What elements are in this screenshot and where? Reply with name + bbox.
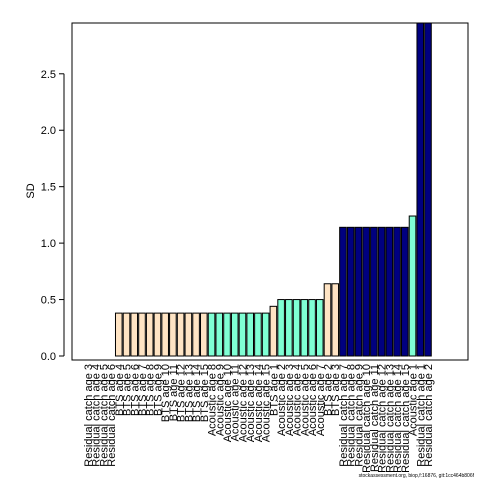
x-tick-label: Residual catch age 7: [338, 364, 350, 467]
bar: [223, 312, 231, 357]
bar: [354, 226, 363, 357]
bar: [385, 226, 394, 357]
bar: [300, 299, 309, 357]
y-tick-label: 2.0: [41, 125, 56, 137]
x-tick-label: BTS age 8: [145, 364, 157, 416]
bar: [416, 22, 425, 357]
bar: [200, 312, 208, 357]
x-tick-label: BTS age 5: [122, 364, 134, 416]
x-tick-label: Residual catch age 1: [415, 364, 427, 467]
bar: [308, 299, 316, 357]
bar: [207, 312, 216, 357]
x-tick-label: Acoustic age 6: [307, 364, 319, 436]
bar: [192, 312, 200, 357]
x-tick-label: Acoustic age 12: [237, 364, 249, 442]
bar: [254, 312, 262, 357]
x-tick-label: Residual catch age 2: [423, 364, 435, 467]
bar: [401, 226, 409, 357]
bar: [339, 226, 347, 357]
bar: [269, 305, 278, 357]
x-tick-label: Acoustic age 2: [276, 364, 288, 436]
x-tick-label: BTS age 2: [323, 364, 335, 416]
x-tick-label: Acoustic age 13: [245, 364, 257, 442]
x-tick-label: Acoustic age 11: [230, 364, 242, 441]
x-tick-label: BTS age 11: [168, 364, 180, 421]
x-tick-label: Residual catch age 12: [377, 364, 389, 473]
bar: [285, 299, 293, 357]
plot-frame: [71, 22, 469, 361]
x-tick-label: BTS age 12: [176, 364, 188, 422]
bar: [122, 312, 131, 357]
x-tick-label: Acoustic age 1: [408, 364, 420, 436]
footer-text: stockassessment.org, biop,f:16876, git:1…: [359, 473, 475, 479]
bars-group: [114, 22, 432, 357]
x-tick-label: Acoustic age 7: [315, 364, 327, 436]
x-tick-label: Residual catch age 15: [400, 364, 412, 473]
bar: [215, 312, 224, 357]
bar: [292, 299, 301, 357]
bar: [323, 283, 332, 357]
bar: [130, 312, 139, 357]
x-tick-label: Residual catch age 3: [83, 364, 95, 467]
x-tick-label: BTS age 1: [268, 364, 280, 416]
bar: [393, 226, 401, 357]
bar: [277, 299, 285, 357]
x-tick-label: Acoustic age 8: [207, 364, 219, 436]
x-tick-label: Residual catch age 6: [106, 364, 118, 467]
x-tick-label: BTS age 3: [330, 364, 342, 416]
bar: [370, 226, 378, 357]
x-tick-label: Residual catch age 11: [369, 364, 381, 472]
bar: [346, 226, 355, 357]
x-tick-label: BTS age 6: [129, 364, 141, 416]
bar: [408, 215, 417, 357]
y-tick-label: 1.0: [41, 238, 56, 250]
bar: [161, 312, 169, 357]
x-tick-label: BTS age 13: [183, 364, 195, 422]
bar: [362, 226, 370, 357]
y-tick-label: 0.5: [41, 295, 56, 307]
x-tick-label: Residual catch age 10: [361, 364, 373, 473]
y-tick-label: 0.0: [41, 351, 56, 363]
x-tick-label: Acoustic age 14: [253, 364, 265, 442]
x-tick-label: Acoustic age 15: [261, 364, 273, 442]
x-tick-label: Acoustic age 9: [214, 364, 226, 436]
bar: [238, 312, 247, 357]
bar: [169, 312, 177, 357]
y-axis-title: SD: [25, 183, 37, 198]
bar: [230, 312, 239, 357]
bar: [261, 312, 270, 357]
bar: [424, 22, 432, 357]
bar: [246, 312, 254, 357]
y-axis: 0.0 0.5 1.0 1.5 2.0 2.5: [41, 69, 65, 363]
x-tick-label: Acoustic age 10: [222, 364, 234, 442]
y-tick-label: 2.5: [41, 69, 56, 81]
x-tick-label: BTS age 10: [160, 364, 172, 422]
x-tick-label: BTS age 4: [114, 364, 126, 416]
y-tick-label: 1.5: [41, 182, 56, 194]
x-tick-label: BTS age 7: [137, 364, 149, 416]
bar: [315, 299, 324, 357]
x-tick-label: Residual catch age 4: [91, 364, 103, 467]
x-tick-label: Acoustic age 3: [284, 364, 296, 436]
x-tick-label: Residual catch age 5: [98, 364, 110, 467]
bar: [145, 312, 154, 357]
x-tick-label: BTS age 9: [152, 364, 164, 416]
x-tick-label: Residual catch age 13: [384, 364, 396, 473]
bar: [331, 283, 340, 357]
x-tick-label: Residual catch age 8: [346, 364, 358, 467]
x-tick-label: Acoustic age 5: [299, 364, 311, 436]
x-tick-label: Acoustic age 4: [292, 364, 304, 436]
bar: [138, 312, 146, 357]
bar: [114, 312, 123, 357]
x-tick-label: BTS age 14: [191, 364, 203, 422]
x-tick-label: Residual catch age 14: [392, 364, 404, 473]
bar: [377, 226, 386, 357]
x-tick-label: Residual catch age 9: [353, 364, 365, 467]
bar: [184, 312, 193, 357]
bar: [153, 312, 162, 357]
x-tick-label: BTS age 15: [199, 364, 211, 422]
bar: [176, 312, 185, 357]
